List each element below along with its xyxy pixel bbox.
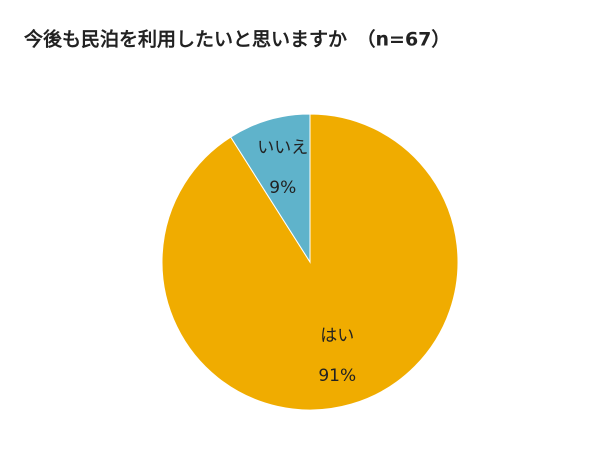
value-label: 91% bbox=[318, 366, 356, 386]
slice-label: はい bbox=[320, 326, 354, 346]
value-label: 9% bbox=[269, 178, 296, 198]
chart-title: 今後も民泊を利用したいと思いますか （n=67） bbox=[23, 28, 450, 51]
pie-slice bbox=[230, 113, 311, 264]
slice-label: いいえ bbox=[257, 138, 308, 158]
